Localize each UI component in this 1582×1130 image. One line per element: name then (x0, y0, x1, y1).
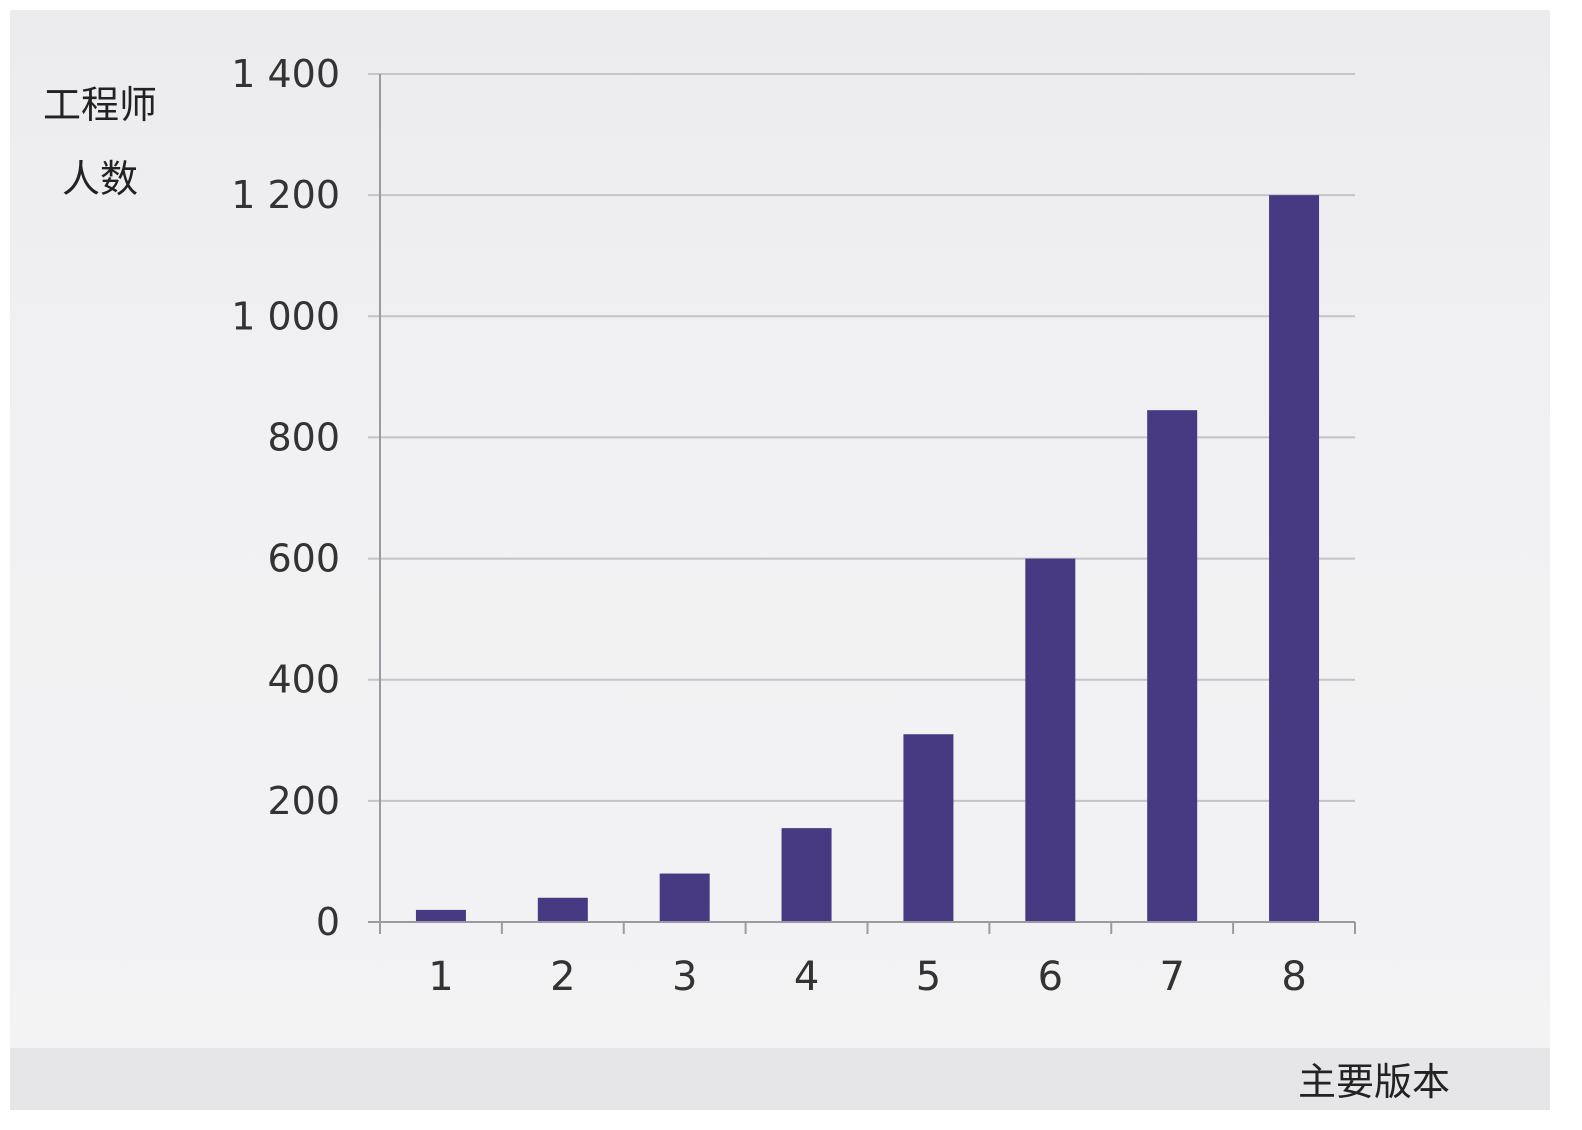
x-axis-label: 主要版本 (1298, 1060, 1450, 1104)
x-tick-label: 4 (794, 954, 819, 1000)
y-tick-label: 0 (316, 900, 340, 944)
x-tick-label: 8 (1281, 954, 1306, 1000)
y-tick-labels: 0 200 400 600 800 1 000 1 200 1 400 (231, 52, 340, 944)
y-tick-label: 800 (267, 415, 340, 459)
axes (368, 74, 1356, 934)
y-tick-label: 600 (267, 537, 340, 581)
y-tick-label: 200 (267, 779, 340, 823)
bars (415, 195, 1320, 923)
x-tick-label: 3 (672, 954, 697, 1000)
x-tick-label: 6 (1038, 954, 1063, 1000)
y-axis-label-line-1: 工程师 (43, 83, 157, 127)
x-tick-label: 1 (428, 954, 453, 1000)
y-tick-label: 1 200 (231, 173, 340, 217)
bar (781, 828, 832, 922)
x-tick-labels: 1 2 3 4 5 6 7 8 (428, 954, 1307, 1000)
bar (1269, 195, 1320, 923)
x-tick-label: 2 (550, 954, 575, 1000)
x-tick-label: 5 (916, 954, 941, 1000)
y-axis-label-line-2: 人数 (62, 157, 138, 201)
y-tick-label: 1 400 (231, 52, 340, 96)
bar (537, 897, 588, 922)
y-tick-label: 400 (267, 658, 340, 702)
bar (659, 873, 710, 922)
gridlines (368, 73, 1355, 802)
bar (1025, 558, 1076, 922)
bar (903, 734, 954, 922)
x-tick-label: 7 (1159, 954, 1184, 1000)
bar (1147, 410, 1198, 922)
footer-band (10, 1048, 1550, 1110)
y-tick-label: 1 000 (231, 294, 340, 338)
bar (415, 909, 466, 922)
